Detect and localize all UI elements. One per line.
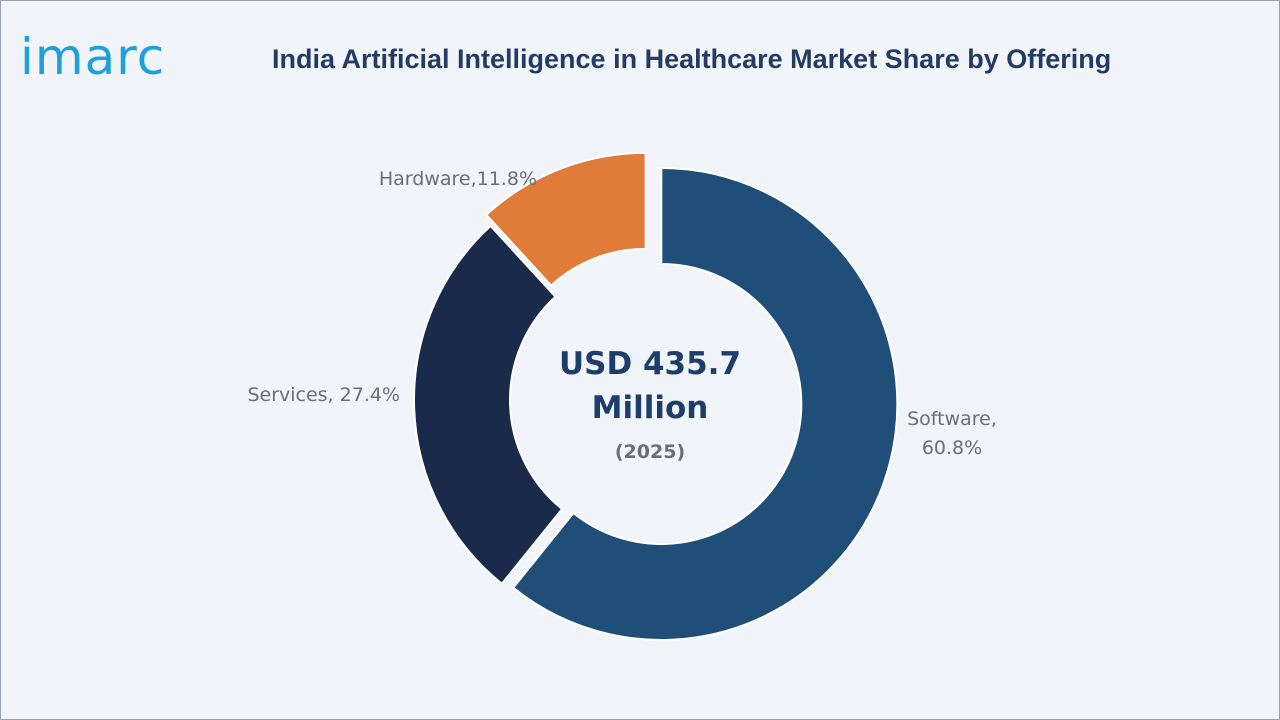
- donut-slice-hardware: [484, 151, 647, 287]
- slice-label-software-line2: 60.8%: [922, 437, 982, 459]
- center-value-line1: USD 435.7: [559, 346, 741, 382]
- center-value-line2: Million: [592, 390, 709, 426]
- donut-slice-services: [413, 224, 564, 586]
- donut-slice-software: [511, 166, 899, 641]
- slice-label-hardware: Hardware,11.8%: [379, 168, 537, 190]
- chart-title: India Artificial Intelligence in Healthc…: [272, 44, 1112, 74]
- logo-text: imarc: [20, 28, 165, 86]
- slice-label-services: Services, 27.4%: [247, 384, 400, 406]
- center-year: (2025): [615, 441, 685, 463]
- imarc-logo: imarc: [20, 28, 165, 86]
- slice-label-software-line1: Software,: [907, 408, 997, 430]
